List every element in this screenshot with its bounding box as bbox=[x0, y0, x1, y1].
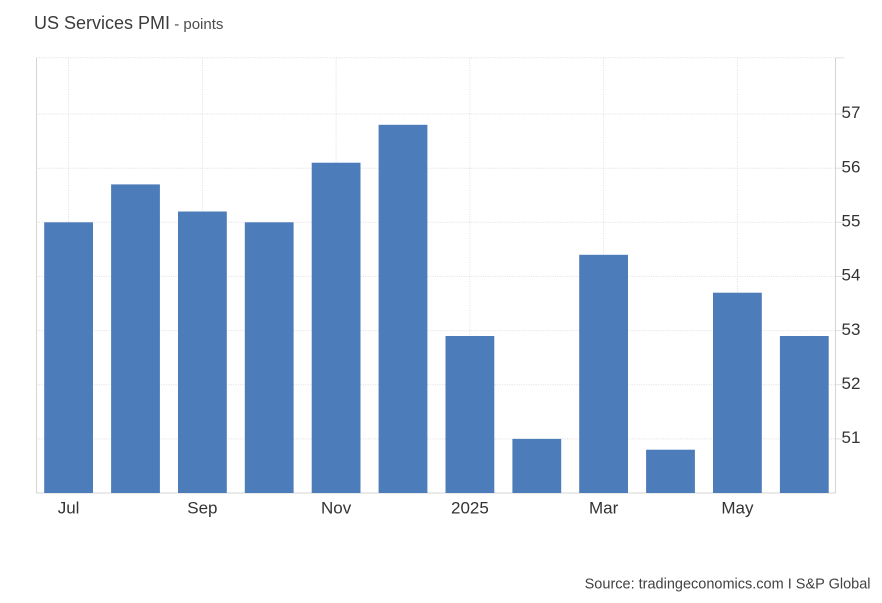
svg-text:56: 56 bbox=[842, 157, 861, 176]
svg-text:Nov: Nov bbox=[321, 499, 352, 518]
svg-text:Source: tradingeconomics.com I: Source: tradingeconomics.com I S&P Globa… bbox=[585, 577, 871, 593]
svg-text:54: 54 bbox=[842, 266, 861, 285]
svg-text:53: 53 bbox=[842, 320, 861, 339]
svg-text:51: 51 bbox=[842, 428, 861, 447]
svg-text:May: May bbox=[721, 499, 754, 518]
svg-text:Sep: Sep bbox=[187, 499, 217, 518]
svg-text:52: 52 bbox=[842, 374, 861, 393]
svg-text:US Services PMI - points: US Services PMI - points bbox=[34, 13, 223, 33]
svg-text:Jul: Jul bbox=[58, 499, 80, 518]
svg-text:57: 57 bbox=[842, 103, 861, 122]
svg-text:2025: 2025 bbox=[451, 499, 489, 518]
svg-text:Mar: Mar bbox=[589, 499, 619, 518]
svg-text:55: 55 bbox=[842, 212, 861, 231]
